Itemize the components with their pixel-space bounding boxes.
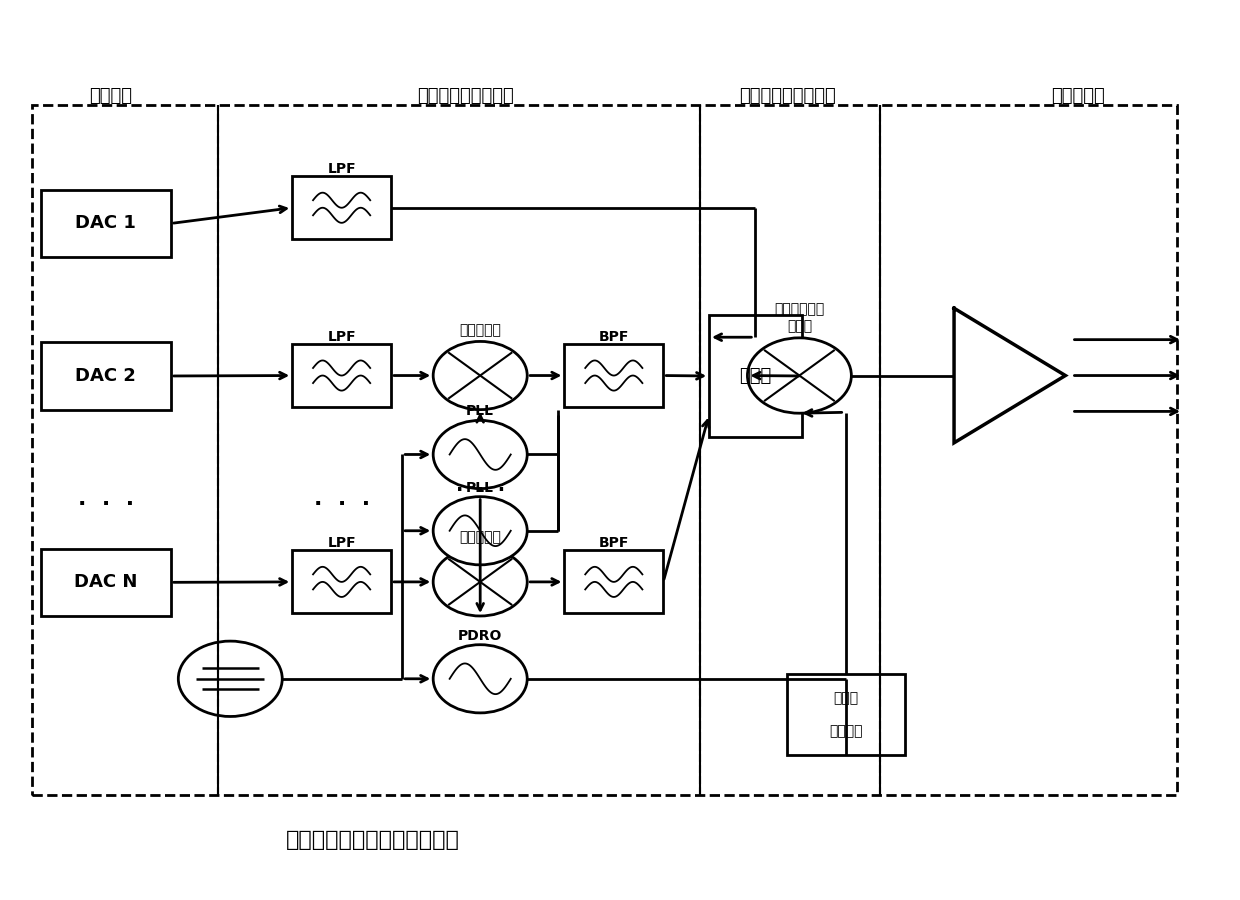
- Bar: [564, 344, 663, 407]
- Text: 太赫兹天线: 太赫兹天线: [1050, 86, 1105, 104]
- Text: BPF: BPF: [599, 536, 629, 550]
- Text: DAC N: DAC N: [74, 573, 138, 591]
- Bar: [564, 551, 663, 613]
- Bar: [293, 176, 391, 239]
- Text: BPF: BPF: [599, 330, 629, 344]
- Bar: [709, 315, 802, 436]
- Text: LPF: LPF: [327, 536, 356, 550]
- Text: DAC 2: DAC 2: [76, 367, 136, 385]
- Text: LPF: LPF: [327, 162, 356, 176]
- Text: 中频多载波电路部分: 中频多载波电路部分: [417, 86, 513, 104]
- Bar: [787, 674, 904, 755]
- Text: 太赫兹射频前端部分: 太赫兹射频前端部分: [739, 86, 836, 104]
- Text: 倍频链路: 倍频链路: [830, 724, 863, 738]
- Text: 太赫兹多载波通信系统发射机: 太赫兹多载波通信系统发射机: [285, 831, 460, 850]
- Text: ·  ·  ·: · · ·: [78, 494, 135, 514]
- Circle shape: [433, 420, 527, 489]
- Circle shape: [433, 644, 527, 713]
- Text: 多工器: 多工器: [739, 367, 771, 385]
- Bar: [293, 344, 391, 407]
- Bar: [293, 551, 391, 613]
- Text: 太赫兹分谐波: 太赫兹分谐波: [774, 302, 825, 316]
- Circle shape: [433, 497, 527, 565]
- Text: ·  ·  ·: · · ·: [314, 494, 370, 514]
- Text: 中频混频器: 中频混频器: [459, 324, 501, 338]
- Circle shape: [748, 338, 852, 413]
- Circle shape: [179, 641, 283, 716]
- Text: LPF: LPF: [327, 330, 356, 344]
- Text: PLL: PLL: [466, 404, 495, 419]
- Text: 混频器: 混频器: [787, 320, 812, 333]
- Circle shape: [433, 548, 527, 616]
- Text: ·  ·  ·: · · ·: [455, 481, 505, 500]
- Text: 中频混频器: 中频混频器: [459, 530, 501, 544]
- Bar: [41, 342, 171, 410]
- Text: 基带部分: 基带部分: [89, 86, 131, 104]
- Text: 太赫兹: 太赫兹: [833, 691, 858, 706]
- Text: DAC 1: DAC 1: [76, 214, 136, 232]
- Bar: [41, 190, 171, 257]
- Text: PLL: PLL: [466, 481, 495, 495]
- Bar: [41, 549, 171, 616]
- Circle shape: [433, 341, 527, 410]
- Bar: [32, 104, 1177, 796]
- Text: PDRO: PDRO: [458, 629, 502, 643]
